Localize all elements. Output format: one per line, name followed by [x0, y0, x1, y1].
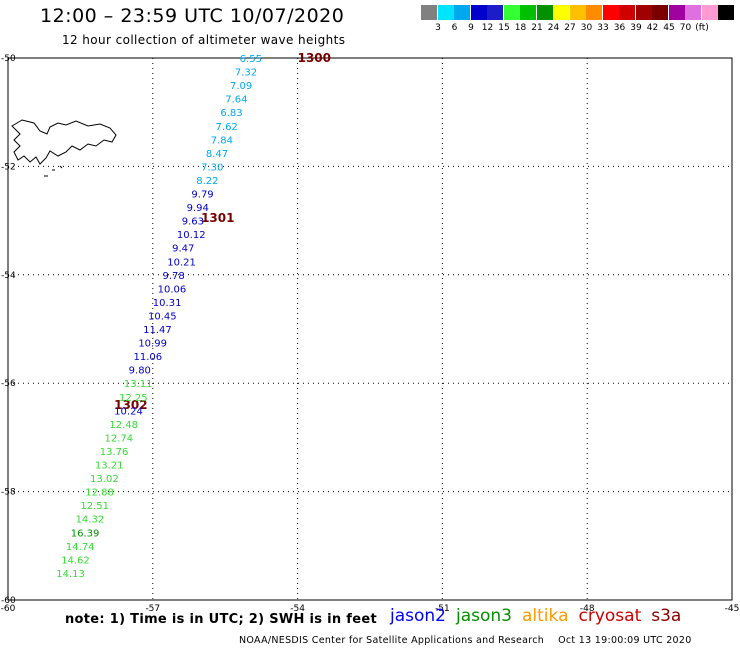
wave-height-value: 10.24 — [114, 406, 143, 417]
scale-label: 27 — [564, 23, 576, 33]
wave-height-value: 12.74 — [105, 433, 134, 444]
wave-height-value: 6.83 — [220, 108, 242, 119]
scale-label: 42 — [646, 23, 659, 33]
satellite-legend: jason2 jason3 altika cryosat s3a — [390, 606, 691, 626]
latitude-tick-label: -60 — [1, 596, 16, 606]
scale-label: 36 — [613, 23, 626, 33]
satellite-legend-item: jason2 — [390, 606, 446, 626]
wave-height-value: 10.21 — [167, 257, 196, 268]
scale-label: 45 — [663, 23, 675, 33]
wave-height-value: 9.79 — [191, 190, 213, 201]
satellite-legend-item: s3a — [651, 606, 682, 626]
scale-label: 12 — [481, 23, 494, 33]
satellite-legend-item: jason3 — [456, 606, 512, 626]
pass-number-label: 1302 — [114, 398, 147, 412]
wave-height-value: 7.09 — [230, 81, 252, 92]
wave-height-value: 7.62 — [216, 122, 238, 133]
wave-height-value: 13.02 — [90, 474, 119, 485]
small-island-coastline — [44, 165, 63, 177]
wave-height-value: 8.22 — [196, 176, 218, 187]
wave-height-value: 13.76 — [100, 447, 129, 458]
latitude-tick-label: -56 — [1, 379, 16, 389]
map-title: 12:00 – 23:59 UTC 10/07/2020 — [40, 5, 345, 27]
wave-height-value: 10.12 — [177, 230, 206, 241]
wave-height-value: 9.78 — [162, 271, 184, 282]
wave-height-value: 12.88 — [85, 488, 114, 499]
wave-height-value: 9.80 — [129, 366, 151, 377]
wave-height-value: 12.25 — [119, 393, 148, 404]
wave-height-value: 12.51 — [80, 501, 109, 512]
latitude-tick-label: -58 — [1, 488, 16, 498]
wave-height-value: 7.84 — [211, 135, 233, 146]
satellite-legend-item: cryosat — [578, 606, 642, 626]
scale-label: 24 — [547, 23, 560, 33]
wave-height-value: 9.63 — [182, 217, 204, 228]
longitude-tick-label: -45 — [725, 604, 740, 614]
wave-height-value: 16.39 — [71, 528, 100, 539]
latitude-tick-label: -54 — [1, 271, 16, 281]
wave-height-value: 10.06 — [158, 284, 187, 295]
scale-label: 39 — [630, 23, 642, 33]
latitude-tick-label: -50 — [1, 54, 16, 64]
wave-height-value: 7.64 — [225, 95, 247, 106]
satellite-legend-item: altika — [522, 606, 569, 626]
wave-height-value: 12.48 — [109, 420, 138, 431]
wave-height-value: 10.45 — [148, 311, 177, 322]
footer-note: note: 1) Time is in UTC; 2) SWH is in fe… — [65, 612, 377, 627]
wave-height-value: 7.30 — [201, 162, 223, 173]
wave-height-value: 11.06 — [133, 352, 162, 363]
longitude-tick-label: -60 — [1, 604, 16, 614]
scale-swatch — [718, 5, 735, 20]
scale-label: 70 — [679, 23, 692, 33]
scale-label: 33 — [597, 23, 609, 33]
pass-number-label: 1301 — [201, 211, 234, 225]
scale-label: 6 — [451, 23, 458, 33]
wave-height-value: 14.32 — [76, 515, 105, 526]
longitude-tick-label: -51 — [435, 604, 450, 614]
generated-timestamp: Oct 13 19:00:09 UTC 2020 — [558, 635, 692, 646]
latitude-tick-label: -52 — [1, 162, 16, 172]
wave-height-value: 11.47 — [143, 325, 172, 336]
wave-height-value: 7.32 — [235, 68, 257, 79]
pass-number-label: 1300 — [298, 51, 331, 65]
wave-height-value: 9.94 — [187, 203, 209, 214]
wave-height-value: 13.21 — [95, 461, 124, 472]
wave-height-value: 10.31 — [153, 298, 182, 309]
wave-height-value: 14.13 — [56, 569, 85, 580]
scale-label: 9 — [468, 23, 474, 33]
scale-label: 3 — [435, 23, 441, 33]
wave-height-value: 10.99 — [138, 339, 167, 350]
scale-label: 18 — [514, 23, 527, 33]
wave-height-value: 13.11 — [124, 379, 153, 390]
longitude-tick-label: -48 — [580, 604, 595, 614]
scale-label: 15 — [498, 23, 510, 33]
falkland-islands-coastline — [11, 119, 117, 165]
wave-height-value: 14.62 — [61, 555, 90, 566]
credit-line: NOAA/NESDIS Center for Satellite Applica… — [239, 635, 692, 646]
credit-text: NOAA/NESDIS Center for Satellite Applica… — [239, 635, 545, 646]
scale-label: 21 — [531, 23, 543, 33]
longitude-tick-label: -57 — [145, 604, 160, 614]
wave-height-value: 6.55 — [240, 54, 262, 65]
wave-height-value: 14.74 — [66, 542, 95, 553]
wave-height-value: 9.47 — [172, 244, 194, 255]
scale-label: 30 — [580, 23, 593, 33]
wave-height-value: 8.47 — [206, 149, 228, 160]
longitude-tick-label: -54 — [290, 604, 305, 614]
map-frame — [7, 57, 733, 601]
scale-label: (ft) — [695, 23, 709, 33]
map-subtitle: 12 hour collection of altimeter wave hei… — [62, 33, 346, 47]
